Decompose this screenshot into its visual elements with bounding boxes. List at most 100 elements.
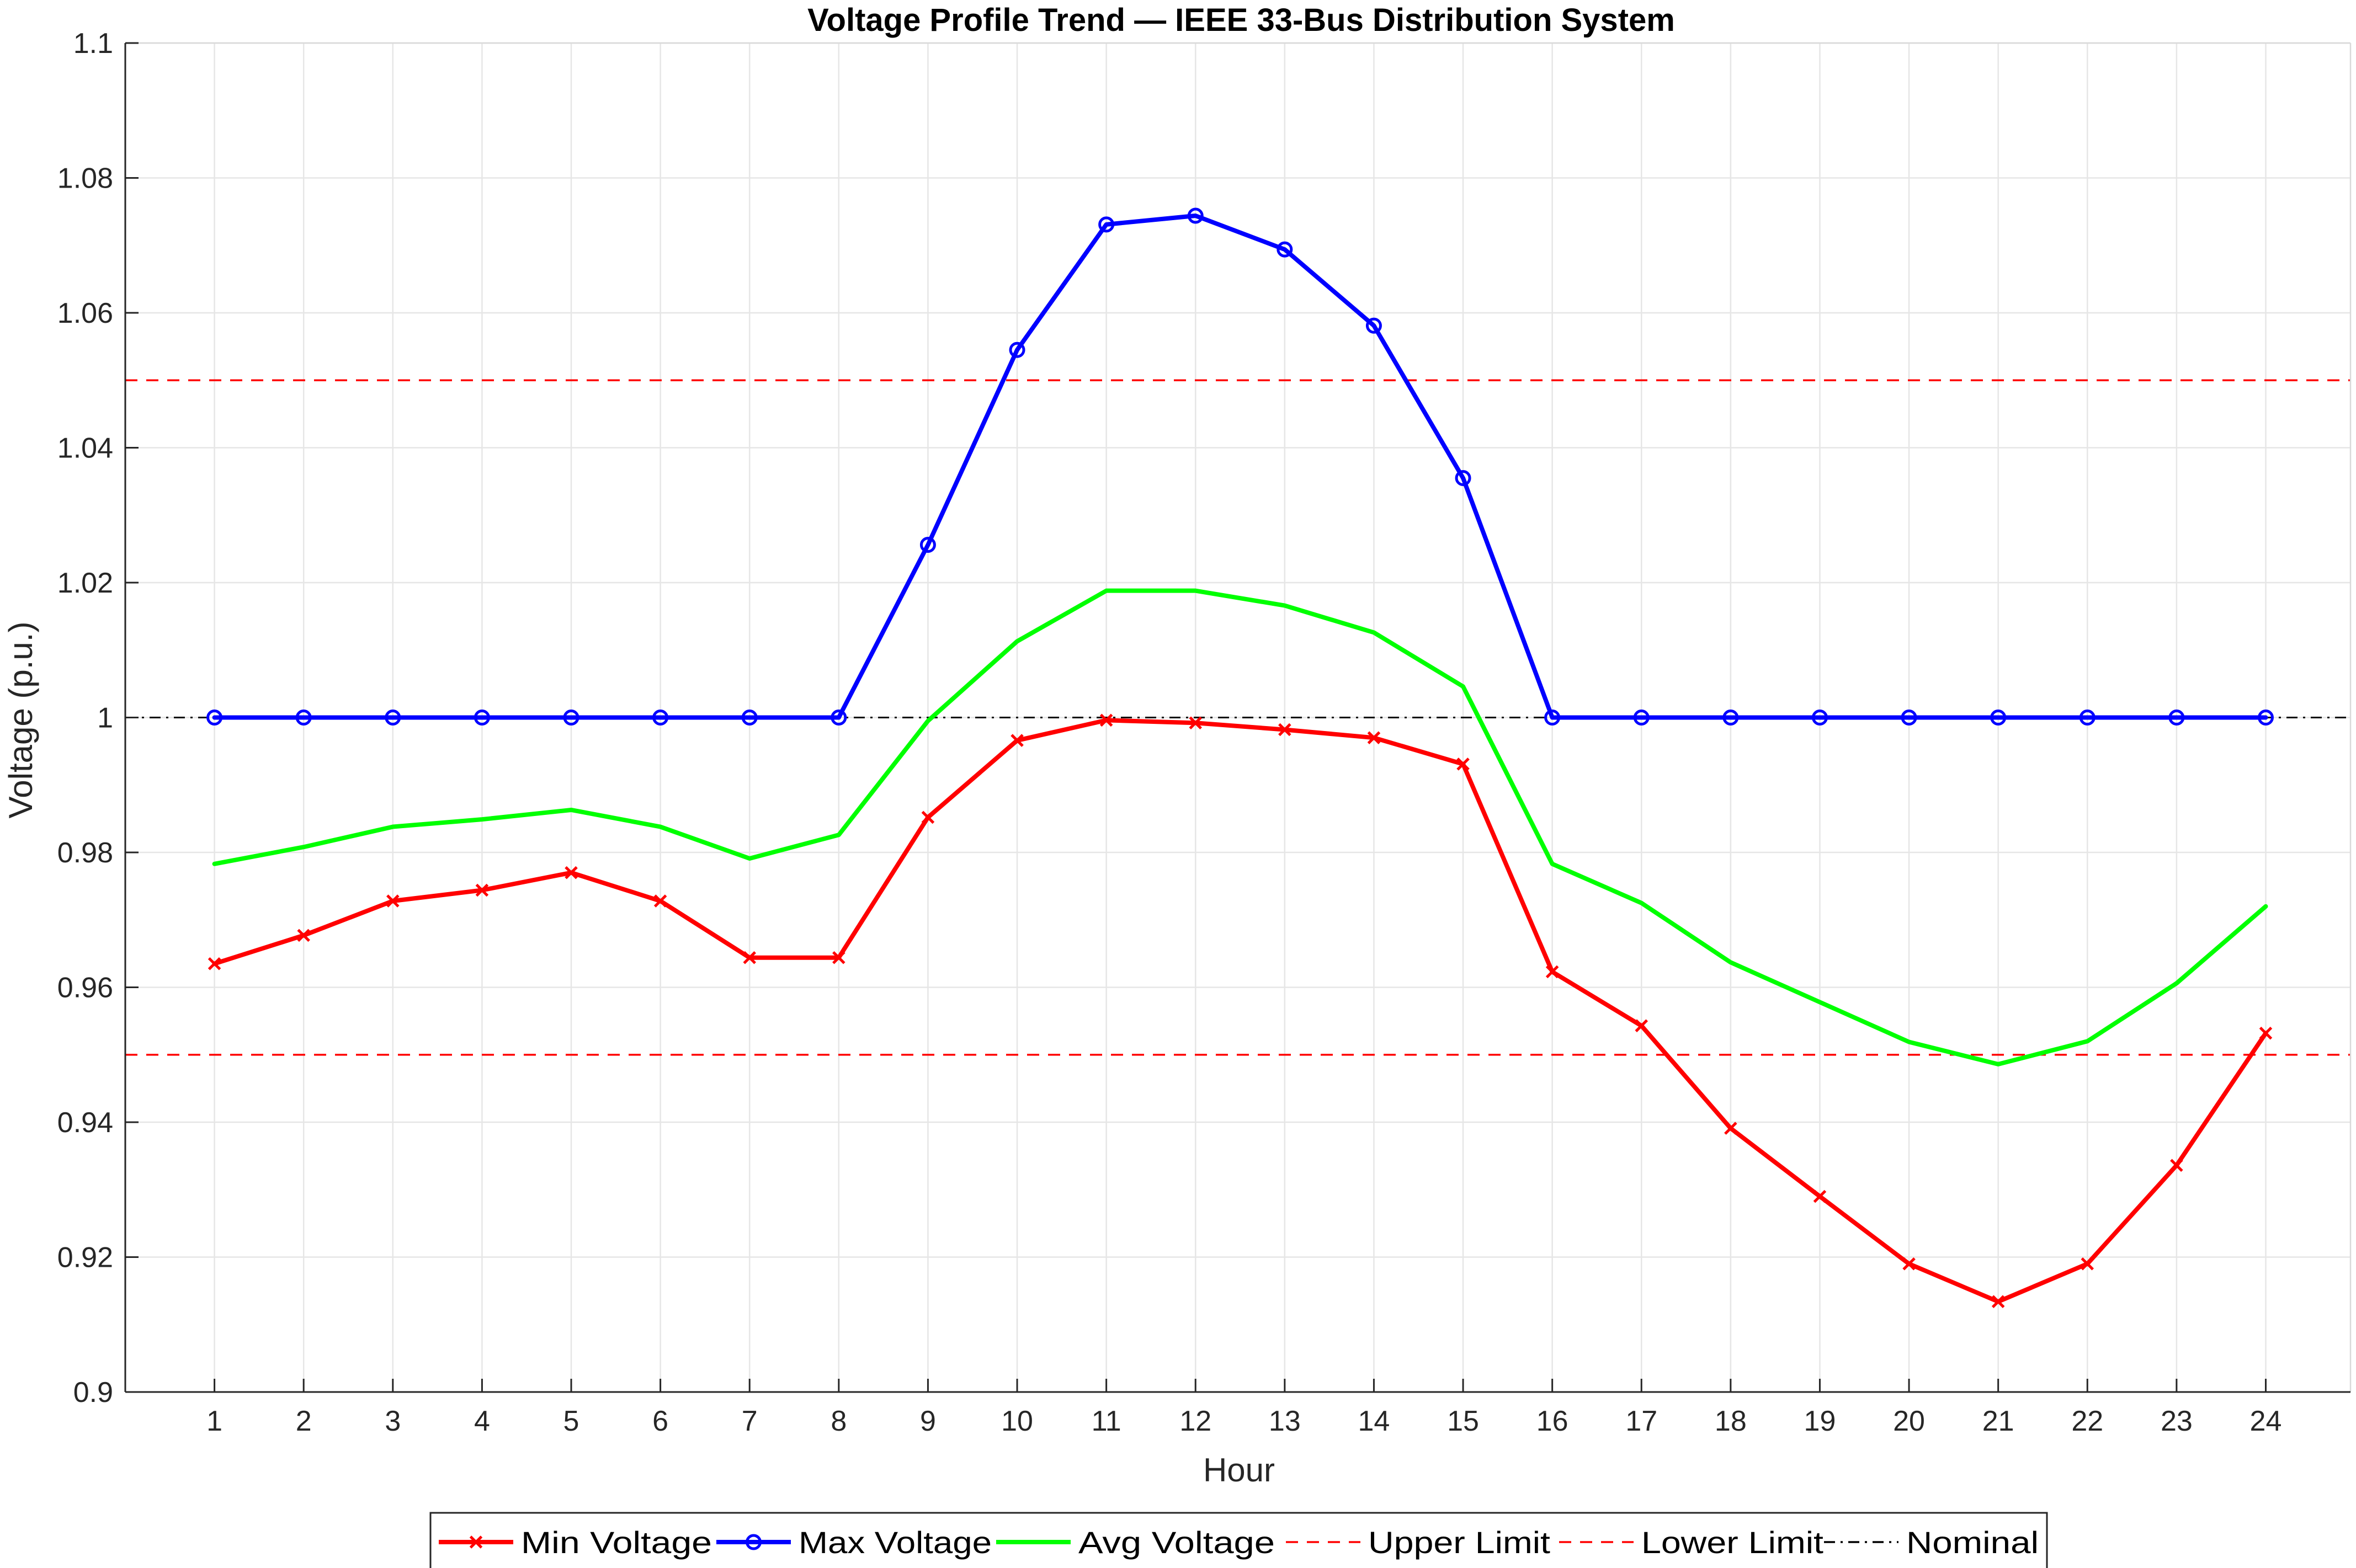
data-point-min-voltage [386, 894, 400, 908]
data-point-max-voltage [1187, 207, 1204, 224]
y-tick-label: 0.9 [73, 1377, 113, 1409]
series-lines [206, 207, 2274, 1308]
x-tick-label: 13 [1269, 1405, 1301, 1437]
data-point-min-voltage [208, 957, 221, 970]
y-tick-label: 1.06 [57, 297, 113, 329]
data-point-max-voltage [2079, 710, 2096, 726]
x-tick-label: 5 [563, 1405, 579, 1437]
y-tick-label: 1.02 [57, 567, 113, 599]
marker-stroke [475, 883, 489, 897]
series-line-max-voltage [212, 213, 2268, 720]
marker-stroke [1099, 713, 1113, 727]
marker-stroke [832, 951, 845, 964]
y-tick-label: 1.04 [57, 433, 113, 465]
marker-stroke [743, 951, 756, 964]
x-tick-label: 24 [2250, 1405, 2282, 1437]
marker-stroke [1545, 965, 1559, 979]
marker-stroke [297, 929, 310, 942]
series-line-min-voltage [212, 718, 2268, 1304]
marker-stroke [1635, 1019, 1648, 1032]
y-tick-label: 1 [97, 702, 113, 734]
data-point-max-voltage [741, 710, 758, 726]
data-point-min-voltage [1456, 758, 1470, 771]
data-point-max-voltage [919, 537, 936, 553]
legend-label: Nominal [1906, 1525, 2039, 1560]
x-tick-label: 8 [831, 1405, 847, 1437]
x-tick-label: 6 [652, 1405, 668, 1437]
marker-stroke [386, 894, 400, 908]
x-tick-label: 9 [920, 1405, 936, 1437]
legend-label: Avg Voltage [1078, 1525, 1275, 1560]
data-point-max-voltage [206, 710, 223, 726]
y-tick-label: 0.96 [57, 972, 113, 1004]
data-point-min-voltage [2259, 1026, 2273, 1040]
data-point-max-voltage [831, 710, 847, 726]
data-point-min-voltage [653, 894, 667, 908]
data-point-min-voltage [565, 866, 578, 879]
x-tick-label: 4 [474, 1405, 490, 1437]
x-tick-label: 12 [1179, 1405, 1211, 1437]
data-point-min-voltage [1278, 723, 1291, 737]
marker-stroke [921, 810, 935, 824]
marker-stroke [1367, 731, 1381, 744]
data-point-max-voltage [1990, 710, 2007, 726]
data-point-max-voltage [2257, 710, 2274, 726]
data-point-min-voltage [921, 810, 935, 824]
data-point-max-voltage [1633, 710, 1650, 726]
data-point-min-voltage [1991, 1295, 2005, 1308]
legend-item-nominal: Nominal [1824, 1525, 2039, 1560]
legend-label: Lower Limit [1641, 1525, 1823, 1560]
data-point-min-voltage [1189, 716, 1203, 730]
y-tick-label: 0.92 [57, 1242, 113, 1274]
data-point-min-voltage [1545, 965, 1559, 979]
x-tick-label: 23 [2161, 1405, 2193, 1437]
legend-item-avg-voltage: Avg Voltage [996, 1525, 1275, 1560]
data-point-max-voltage [1544, 710, 1561, 726]
legend-box [429, 1512, 2048, 1568]
x-tick-label: 19 [1804, 1405, 1836, 1437]
marker-stroke [2259, 1026, 2273, 1040]
marker-stroke [1278, 723, 1291, 737]
legend-label: Min Voltage [521, 1525, 712, 1560]
data-point-max-voltage [1901, 710, 1917, 726]
x-axis-label: Hour [1203, 1452, 1275, 1489]
axes [124, 42, 2352, 1393]
data-point-min-voltage [743, 951, 756, 964]
data-point-max-voltage [563, 710, 579, 726]
x-tick-label: 17 [1625, 1405, 1657, 1437]
data-point-max-voltage [1722, 710, 1739, 726]
data-point-max-voltage [1009, 342, 1025, 358]
data-point-max-voltage [1098, 216, 1115, 233]
marker-stroke [2170, 1159, 2183, 1172]
x-tick-label: 14 [1358, 1405, 1390, 1437]
legend-label: Upper Limit [1368, 1525, 1550, 1560]
x-tick-label: 3 [385, 1405, 401, 1437]
marker-stroke [2081, 1257, 2094, 1271]
x-tick-label: 7 [742, 1405, 758, 1437]
x-tick-label: 16 [1536, 1405, 1568, 1437]
legend-marker [746, 1534, 762, 1550]
data-point-min-voltage [1813, 1190, 1827, 1203]
data-point-max-voltage [474, 710, 490, 726]
series-line-avg-voltage [212, 588, 2268, 1066]
legend-marker [469, 1535, 483, 1549]
marker-stroke [1724, 1122, 1737, 1135]
x-tick-label: 2 [296, 1405, 312, 1437]
tick-labels: 1 2 3 4 5 6 7 8 9 10 11 12 13 14 15 16 17 18 19 20 21 22 23 240… [57, 28, 2282, 1437]
x-tick-label: 1 [206, 1405, 222, 1437]
x-tick-label: 20 [1893, 1405, 1925, 1437]
data-point-max-voltage [295, 710, 312, 726]
data-point-max-voltage [2168, 710, 2185, 726]
x-tick-label: 21 [1982, 1405, 2014, 1437]
marker-stroke [1813, 1190, 1827, 1203]
data-point-max-voltage [1811, 710, 1828, 726]
data-point-max-voltage [1455, 470, 1471, 487]
marker-stroke [1189, 716, 1203, 730]
data-point-max-voltage [1277, 241, 1293, 258]
data-point-min-voltage [2170, 1159, 2183, 1172]
y-tick-label: 1.1 [73, 28, 113, 60]
legend-item-min-voltage: Min Voltage [439, 1525, 712, 1560]
legend-label: Max Voltage [799, 1525, 992, 1560]
x-tick-label: 18 [1715, 1405, 1747, 1437]
legend-item-upper-limit: Upper Limit [1286, 1525, 1550, 1560]
